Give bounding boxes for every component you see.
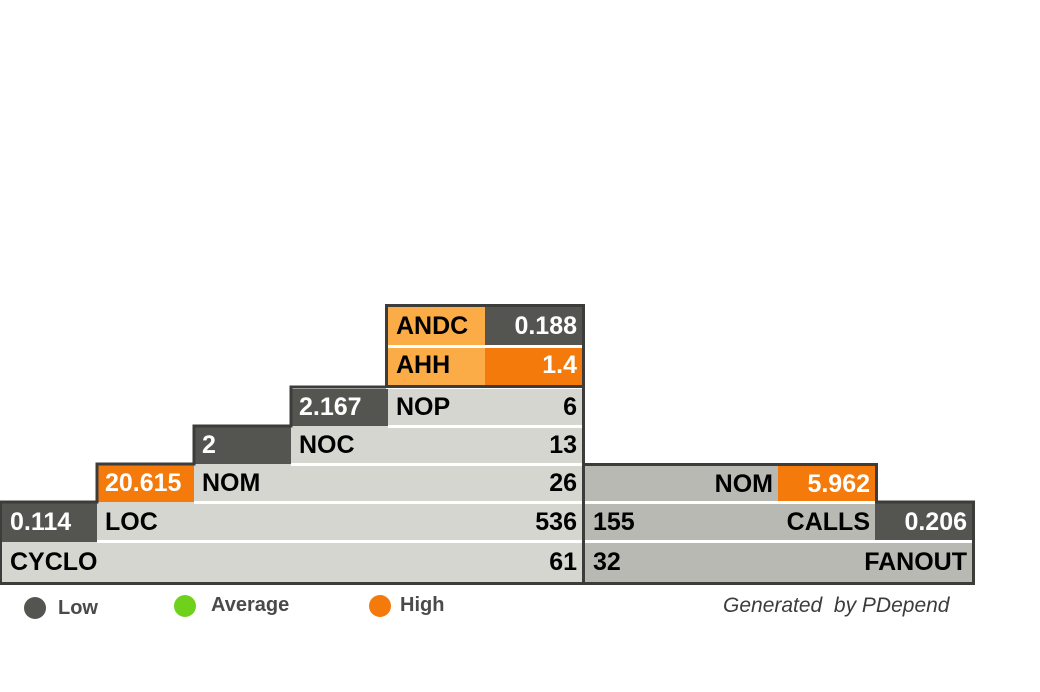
- fanout-value: 32: [585, 542, 682, 582]
- legend-average-label: Average: [211, 594, 290, 616]
- cyclo-label: CYCLO: [2, 542, 485, 582]
- calls-label: CALLS: [682, 502, 875, 542]
- ahh-value: 1.4: [485, 345, 582, 386]
- legend-high-label: High: [400, 594, 445, 616]
- loc-ratio: 0.114: [2, 502, 97, 542]
- nop-ratio: 2.167: [291, 389, 388, 426]
- row-separator: [585, 540, 972, 543]
- row-separator: [585, 501, 875, 504]
- noc-label: NOC: [291, 426, 485, 464]
- calls-value: 155: [585, 502, 682, 542]
- cyclo-value: 61: [485, 542, 582, 582]
- nom-ratio: 20.615: [97, 464, 194, 502]
- nop-label: NOP: [388, 389, 485, 426]
- loc-label: LOC: [97, 502, 485, 542]
- loc-value: 536: [485, 502, 582, 542]
- andc-label: ANDC: [388, 307, 485, 345]
- nom-label: NOM: [194, 464, 485, 502]
- nom-value: 26: [485, 464, 582, 502]
- average-dot-icon: [174, 595, 196, 617]
- andc-value: 0.188: [485, 307, 582, 345]
- ahh-label: AHH: [388, 345, 485, 386]
- calls-ratio: 0.206: [875, 502, 972, 542]
- row-separator: [194, 501, 582, 504]
- row-separator: [388, 345, 582, 348]
- nop-value: 6: [485, 389, 582, 426]
- noc-ratio: 2: [194, 426, 291, 464]
- fanout-label: FANOUT: [682, 542, 972, 582]
- noc-value: 13: [485, 426, 582, 464]
- row-separator: [291, 463, 582, 466]
- legend-low-label: Low: [58, 597, 98, 619]
- high-dot-icon: [369, 595, 391, 617]
- generated-by-footer: Generated by PDepend: [723, 594, 950, 617]
- row-separator: [388, 425, 582, 428]
- low-dot-icon: [24, 597, 46, 619]
- row-separator: [97, 540, 582, 543]
- right-nom-label: NOM: [585, 466, 778, 502]
- right-nom-ratio: 5.962: [778, 466, 875, 502]
